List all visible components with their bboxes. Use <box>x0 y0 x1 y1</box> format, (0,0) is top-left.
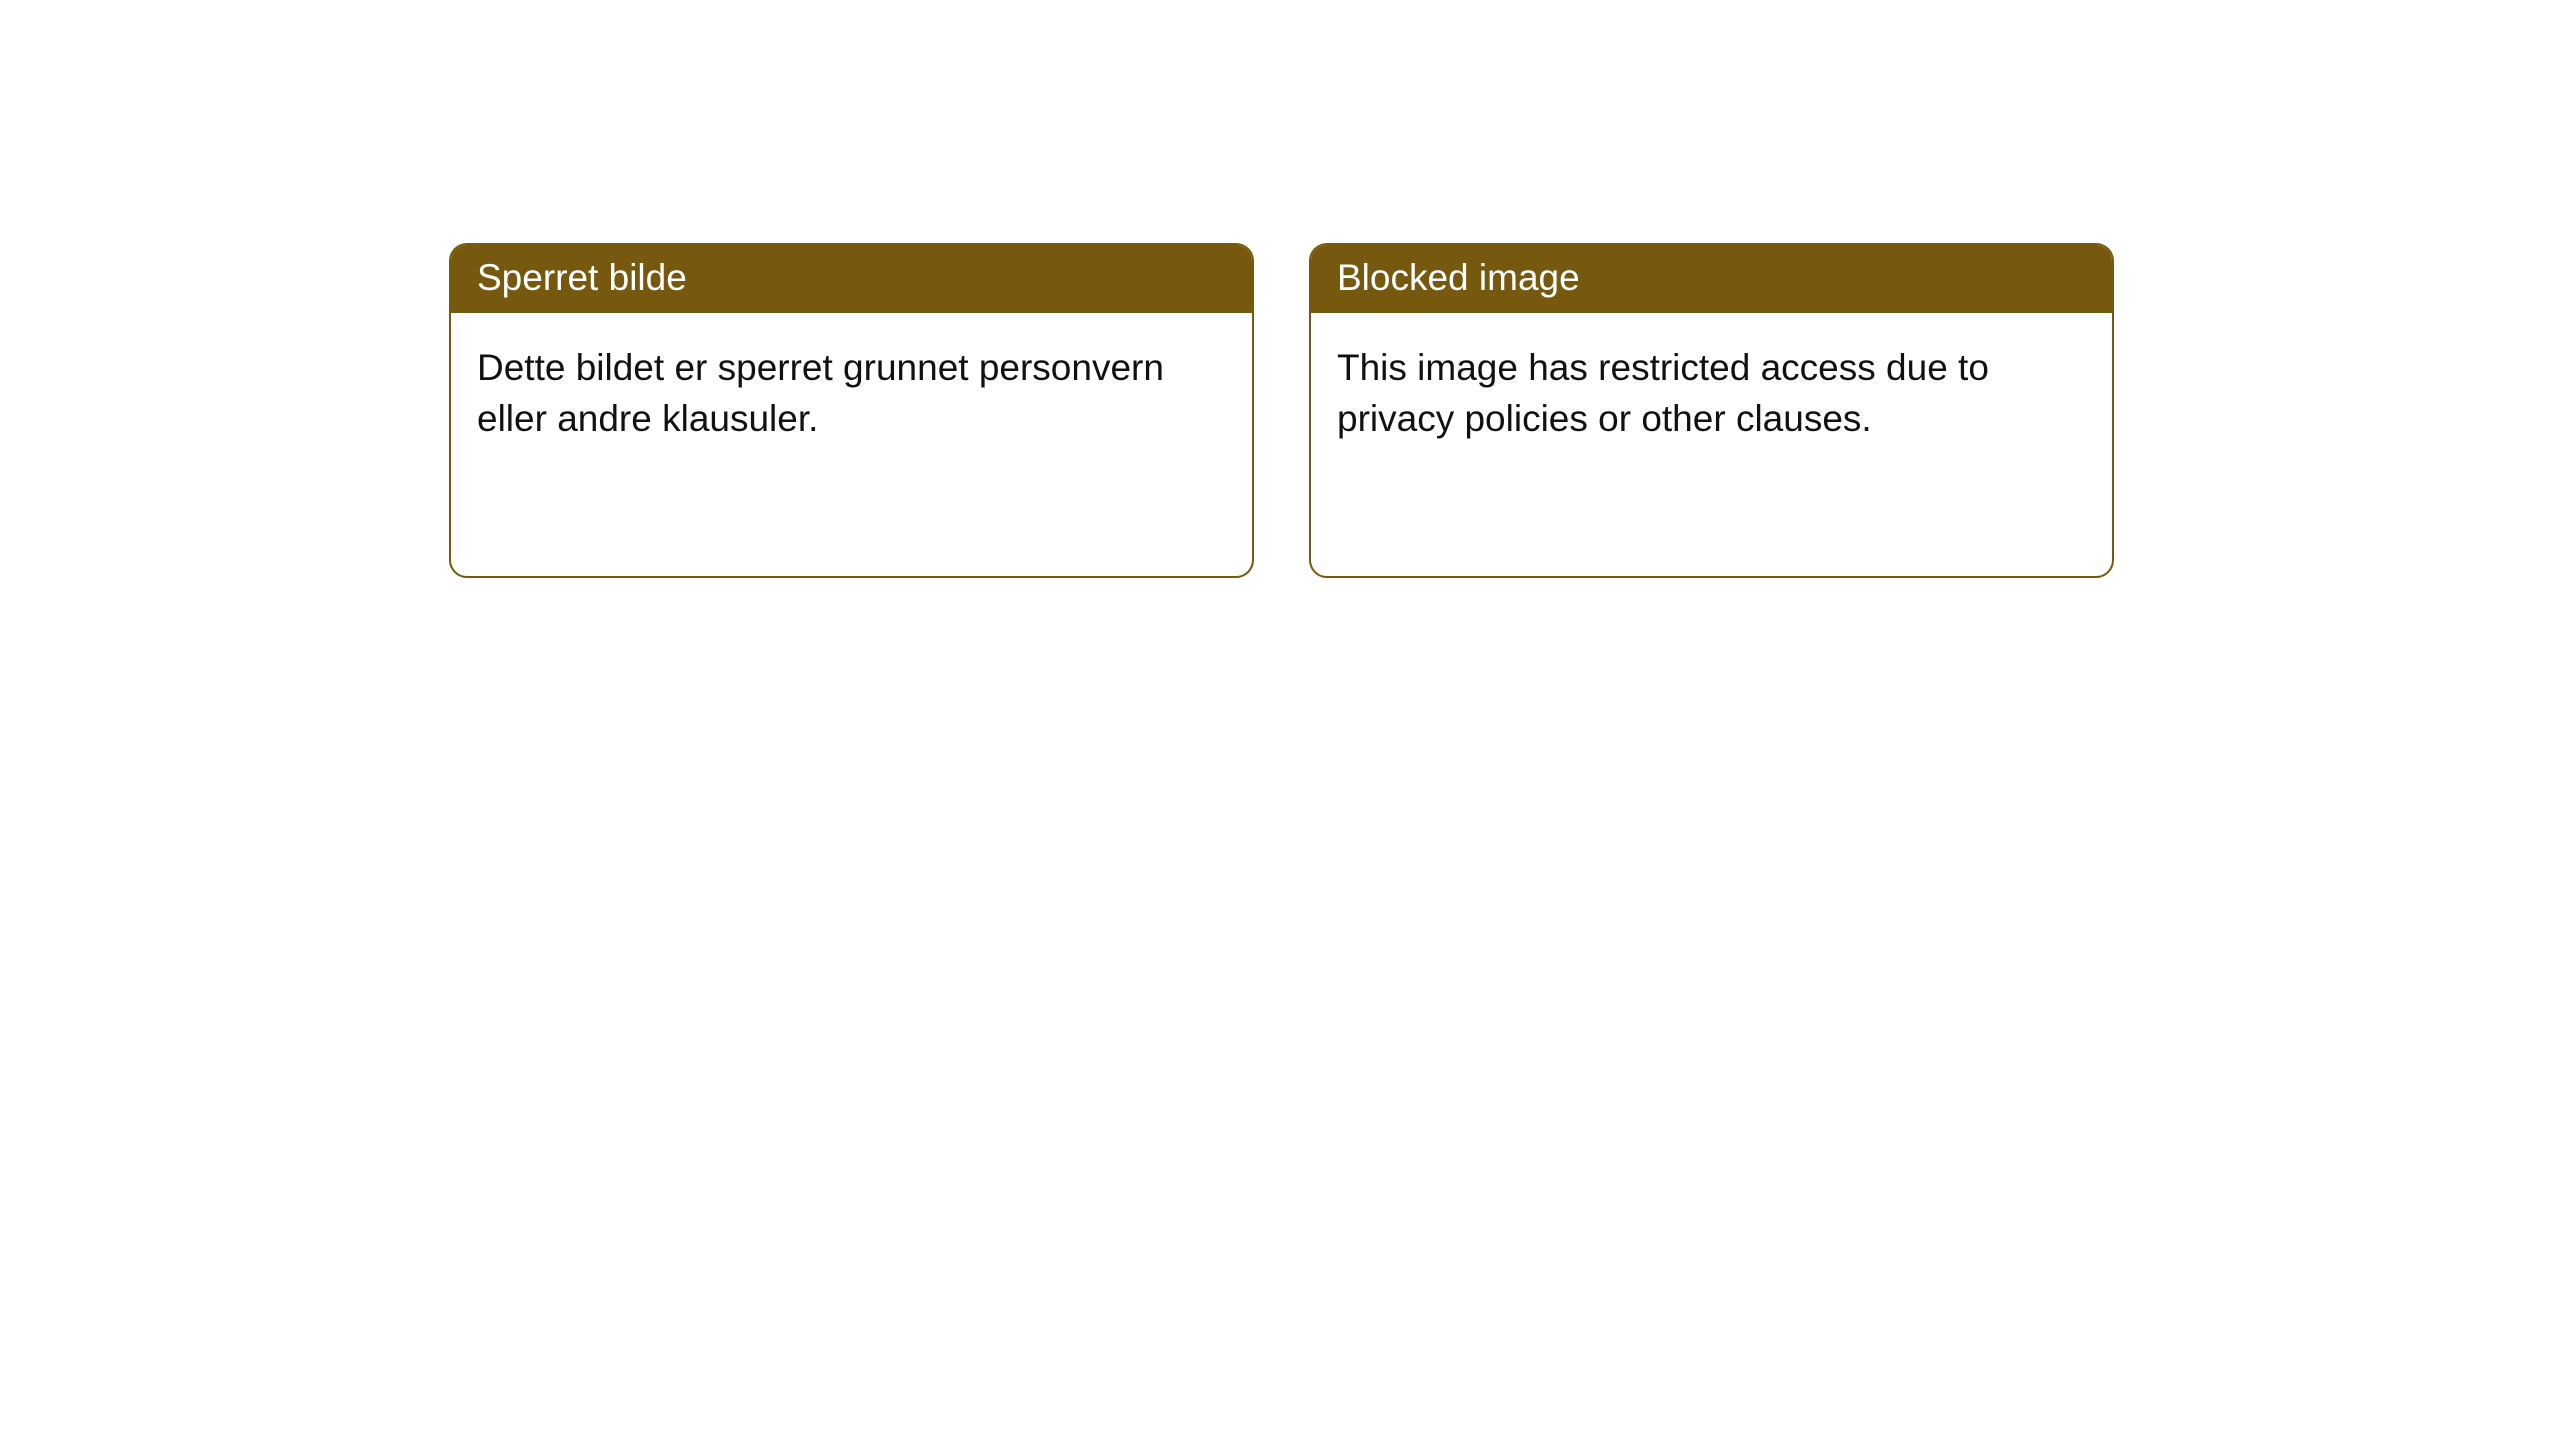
notice-card-norwegian: Sperret bilde Dette bildet er sperret gr… <box>449 243 1254 578</box>
notice-cards-container: Sperret bilde Dette bildet er sperret gr… <box>449 243 2114 578</box>
card-title-english: Blocked image <box>1311 245 2112 313</box>
card-message-norwegian: Dette bildet er sperret grunnet personve… <box>451 313 1252 474</box>
card-message-english: This image has restricted access due to … <box>1311 313 2112 474</box>
card-title-norwegian: Sperret bilde <box>451 245 1252 313</box>
notice-card-english: Blocked image This image has restricted … <box>1309 243 2114 578</box>
